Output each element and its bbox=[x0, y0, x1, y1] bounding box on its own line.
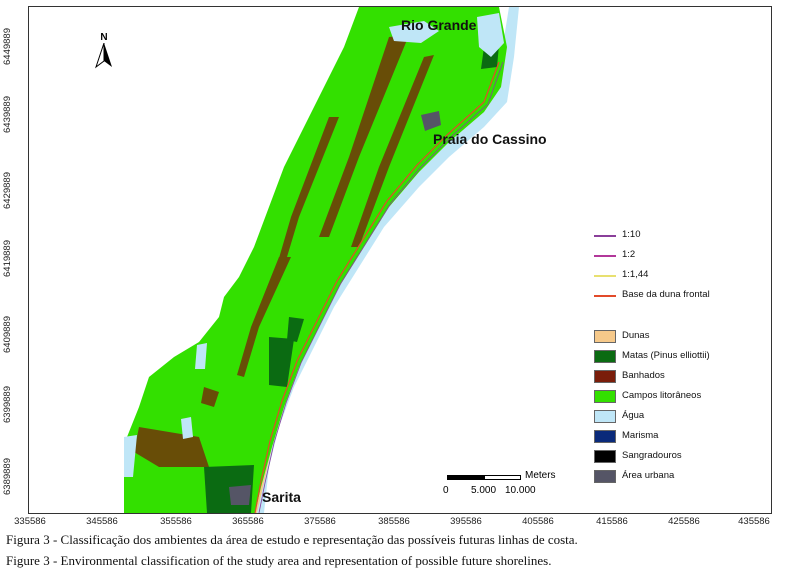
place-label-praia-do-cassino: Praia do Cassino bbox=[433, 131, 547, 147]
legend-class-label: Água bbox=[622, 410, 645, 421]
legend-class-swatch bbox=[594, 470, 616, 483]
x-tick-label: 425586 bbox=[668, 516, 700, 527]
y-tick-label: 6389889 bbox=[2, 458, 13, 495]
urban-areas bbox=[229, 111, 441, 505]
x-tick-label: 415586 bbox=[596, 516, 628, 527]
legend-class-label: Marisma bbox=[622, 430, 659, 441]
legend-class-label: Área urbana bbox=[622, 470, 675, 481]
caption-english: Figure 3 - Environmental classification … bbox=[6, 553, 552, 568]
north-arrow: N bbox=[95, 33, 113, 74]
x-tick-label: 355586 bbox=[160, 516, 192, 527]
y-tick-label: 6419889 bbox=[2, 240, 13, 277]
scale-unit-label: Meters bbox=[525, 470, 556, 481]
legend-line-swatch bbox=[594, 275, 616, 277]
x-tick-label: 345586 bbox=[86, 516, 118, 527]
scale-label: 5.000 bbox=[471, 485, 497, 496]
place-label-rio-grande: Rio Grande bbox=[401, 17, 477, 33]
north-label: N bbox=[100, 32, 108, 43]
legend-class-swatch bbox=[594, 410, 616, 423]
inland-water bbox=[124, 13, 504, 477]
scale-bar-graphic bbox=[447, 475, 521, 480]
x-tick-label: 395586 bbox=[450, 516, 482, 527]
scale-label: 10.000 bbox=[505, 485, 536, 496]
legend-line-label: 1:10 bbox=[622, 229, 641, 240]
scale-label: 0 bbox=[443, 485, 449, 496]
y-tick-label: 6399889 bbox=[2, 386, 13, 423]
legend-line-label: 1:1,44 bbox=[622, 269, 649, 280]
legend-class-swatch bbox=[594, 370, 616, 383]
y-tick-label: 6409889 bbox=[2, 316, 13, 353]
legend-class-label: Dunas bbox=[622, 330, 650, 341]
caption-portuguese: Figura 3 - Classificação dos ambientes d… bbox=[6, 532, 578, 547]
x-tick-label: 365586 bbox=[232, 516, 264, 527]
legend-class-swatch bbox=[594, 430, 616, 443]
y-tick-label: 6449889 bbox=[2, 28, 13, 65]
legend-line-swatch bbox=[594, 255, 616, 257]
legend-line-label: Base da duna frontal bbox=[622, 289, 710, 300]
legend-class-swatch bbox=[594, 390, 616, 403]
legend-class-swatch bbox=[594, 330, 616, 343]
legend-line-swatch bbox=[594, 235, 616, 237]
y-tick-label: 6429889 bbox=[2, 172, 13, 209]
map-frame: N Rio Grande Praia do Cassino Sarita 1:1… bbox=[28, 6, 772, 514]
x-tick-label: 335586 bbox=[14, 516, 46, 527]
land-campos bbox=[124, 7, 507, 513]
legend-line-swatch bbox=[594, 295, 616, 297]
place-label-sarita: Sarita bbox=[262, 489, 301, 505]
legend-class-label: Banhados bbox=[622, 370, 665, 381]
north-arrow-icon bbox=[95, 42, 112, 69]
x-tick-label: 375586 bbox=[304, 516, 336, 527]
legend-class-swatch bbox=[594, 350, 616, 363]
classification-map bbox=[124, 7, 519, 513]
x-tick-label: 385586 bbox=[378, 516, 410, 527]
legend-class-label: Campos litorâneos bbox=[622, 390, 702, 401]
legend-class-label: Sangradouros bbox=[622, 450, 682, 461]
x-tick-label: 435586 bbox=[738, 516, 770, 527]
y-tick-label: 6439889 bbox=[2, 96, 13, 133]
x-tick-label: 405586 bbox=[522, 516, 554, 527]
legend-line-label: 1:2 bbox=[622, 249, 636, 260]
shorelines bbox=[254, 61, 504, 513]
legend-class-swatch bbox=[594, 450, 616, 463]
legend-class-label: Matas (Pinus elliottii) bbox=[622, 350, 710, 361]
